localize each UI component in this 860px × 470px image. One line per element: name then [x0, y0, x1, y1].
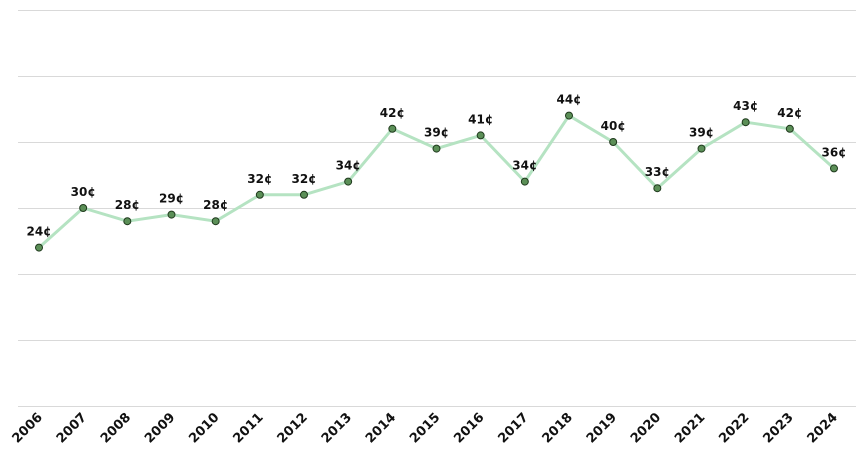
data-point [697, 144, 706, 153]
data-point [741, 118, 750, 127]
x-tick-label: 2010 [186, 410, 222, 446]
data-label: 34¢ [512, 159, 537, 173]
x-tick-label: 2021 [672, 410, 708, 446]
data-points [35, 111, 838, 252]
data-point [565, 111, 573, 120]
x-tick-label: 2017 [495, 410, 531, 446]
data-labels: 24¢ 30¢ 28¢ 29¢ 28¢ 32¢ 32¢ 34¢ 42¢ 39¢ 41¢ 34¢ 44¢ 4… [26, 93, 846, 239]
x-tick-label: 2013 [319, 410, 355, 446]
data-point [830, 164, 838, 173]
data-point [388, 124, 397, 133]
x-tick-label: 2016 [451, 410, 487, 446]
data-label: 41¢ [468, 112, 493, 126]
data-point [123, 217, 132, 226]
x-tick-label: 2009 [142, 410, 178, 446]
data-point [300, 190, 308, 199]
data-point [785, 124, 794, 133]
data-point [653, 184, 662, 193]
data-point [211, 217, 220, 226]
data-label: 30¢ [71, 185, 96, 199]
x-tick-label: 2011 [230, 410, 266, 446]
x-tick-label: 2023 [760, 410, 796, 446]
data-label: 32¢ [247, 172, 272, 186]
x-tick-label: 2015 [407, 410, 443, 446]
data-label: 33¢ [645, 165, 670, 179]
data-label: 24¢ [26, 225, 51, 239]
data-label: 28¢ [115, 198, 140, 212]
data-label: 36¢ [821, 145, 846, 159]
data-label: 44¢ [556, 93, 581, 107]
x-tick-label: 2020 [628, 410, 664, 446]
x-tick-label: 2019 [584, 410, 620, 446]
data-label: 28¢ [203, 198, 228, 212]
x-tick-label: 2008 [98, 410, 134, 446]
data-label: 32¢ [291, 172, 316, 186]
x-tick-label: 2014 [363, 410, 399, 446]
data-label: 42¢ [777, 106, 802, 120]
data-point [432, 144, 441, 153]
data-point [609, 138, 618, 146]
data-point [35, 243, 43, 252]
x-axis-tick-labels: 2006 2007 2008 2009 2010 2011 2012 2013 2014 2015… [10, 410, 841, 446]
x-tick-label: 2007 [54, 410, 90, 446]
data-point [476, 131, 485, 140]
data-label: 34¢ [336, 159, 361, 173]
x-tick-label: 2012 [275, 410, 311, 446]
data-label: 42¢ [380, 106, 405, 120]
x-tick-label: 2018 [540, 410, 576, 446]
data-label: 39¢ [424, 126, 449, 140]
data-label: 43¢ [733, 99, 758, 113]
x-tick-label: 2022 [716, 410, 752, 446]
data-label: 39¢ [689, 126, 714, 140]
data-point [79, 204, 88, 212]
data-point [344, 177, 353, 186]
x-tick-label: 2006 [10, 410, 46, 446]
data-point [167, 210, 176, 219]
gridlines [18, 10, 856, 407]
data-point [255, 190, 264, 199]
x-tick-label: 2024 [805, 410, 841, 446]
data-label: 29¢ [159, 192, 184, 206]
data-point [520, 177, 529, 186]
data-label: 40¢ [601, 119, 626, 133]
